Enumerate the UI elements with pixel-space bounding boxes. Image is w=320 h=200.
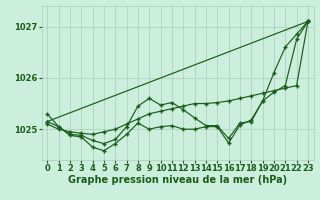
X-axis label: Graphe pression niveau de la mer (hPa): Graphe pression niveau de la mer (hPa) [68,175,287,185]
